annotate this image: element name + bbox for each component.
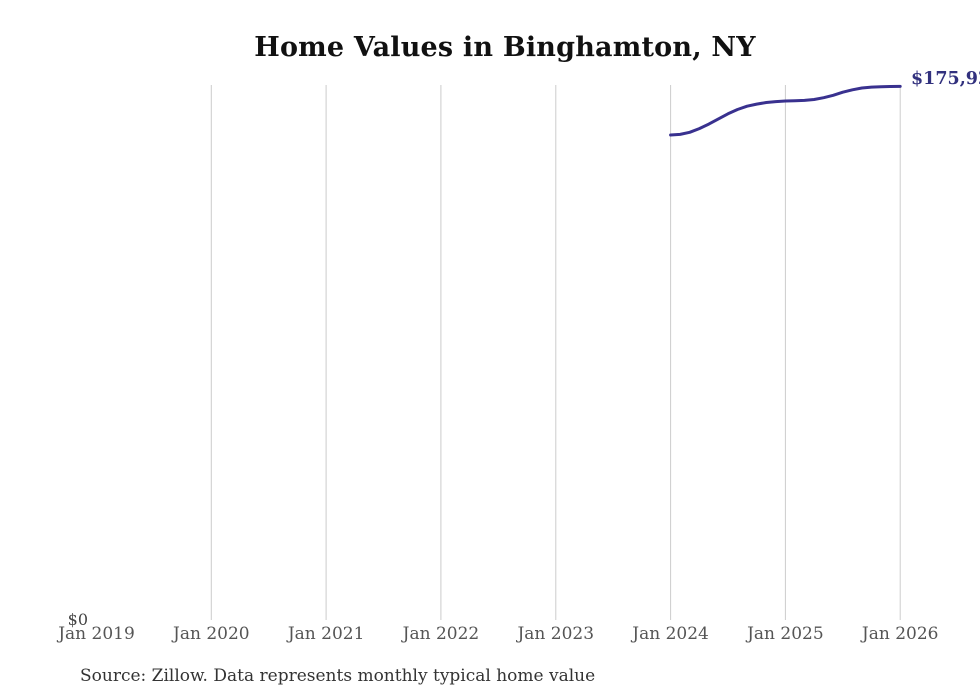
series-end-value-label: $175,923: [911, 69, 980, 89]
x-tick-label: Jan 2021: [287, 624, 365, 644]
x-tick-label: Jan 2024: [632, 624, 709, 644]
x-tick-label: Jan 2026: [861, 624, 939, 644]
chart-title: Home Values in Binghamton, NY: [254, 32, 756, 63]
x-tick-label: Jan 2025: [747, 624, 824, 644]
x-tick-label: Jan 2019: [58, 624, 135, 644]
x-tick-label: Jan 2020: [173, 624, 250, 644]
y-axis-zero-label: $0: [67, 610, 88, 629]
x-tick-label: Jan 2022: [402, 624, 480, 644]
home-value-line: [669, 84, 902, 137]
source-note: Source: Zillow. Data represents monthly …: [80, 666, 596, 686]
x-tick-label: Jan 2023: [517, 624, 595, 644]
